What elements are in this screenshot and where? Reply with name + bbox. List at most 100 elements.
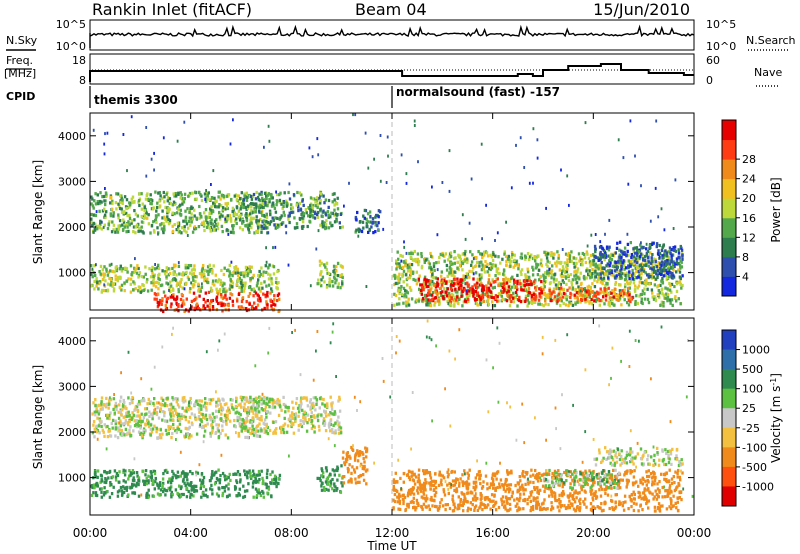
heatmap-cell bbox=[399, 254, 402, 258]
heatmap-cell bbox=[454, 287, 457, 291]
heatmap-cell bbox=[238, 226, 242, 230]
heatmap-cell bbox=[463, 252, 466, 256]
heatmap-cell bbox=[112, 485, 115, 489]
heatmap-cell bbox=[633, 246, 636, 250]
heatmap-cell bbox=[268, 428, 272, 433]
heatmap-cell bbox=[307, 214, 310, 218]
heatmap-cell bbox=[200, 412, 203, 416]
heatmap-cell bbox=[407, 297, 410, 301]
heatmap-cell bbox=[255, 410, 259, 414]
heatmap-cell bbox=[278, 200, 282, 204]
heatmap-cell bbox=[625, 266, 628, 270]
heatmap-cell bbox=[619, 259, 622, 263]
heatmap-cell bbox=[322, 194, 325, 198]
heatmap-cell bbox=[552, 277, 556, 281]
heatmap-cell bbox=[124, 480, 127, 484]
heatmap-cell bbox=[324, 198, 327, 202]
heatmap-cell bbox=[671, 266, 675, 270]
heatmap-cell bbox=[259, 396, 262, 400]
heatmap-cell bbox=[264, 203, 267, 207]
heatmap-cell bbox=[664, 264, 668, 268]
heatmap-cell bbox=[119, 194, 122, 198]
heatmap-cell bbox=[326, 271, 329, 275]
heatmap-cell bbox=[109, 434, 113, 438]
heatmap-cell bbox=[434, 276, 438, 280]
heatmap-cell bbox=[211, 210, 215, 214]
heatmap-cell bbox=[267, 400, 271, 404]
heatmap-cell bbox=[626, 301, 629, 305]
heatmap-cell bbox=[254, 291, 258, 295]
heatmap-cell bbox=[227, 303, 230, 308]
heatmap-cell bbox=[309, 398, 312, 402]
heatmap-cell bbox=[280, 408, 283, 412]
heatmap-cell bbox=[624, 277, 628, 281]
heatmap-cell bbox=[245, 399, 249, 403]
heatmap-cell bbox=[658, 252, 662, 256]
heatmap-cell bbox=[570, 259, 573, 263]
heatmap-cell bbox=[298, 201, 302, 205]
heatmap-cell bbox=[592, 263, 595, 267]
heatmap-cell bbox=[518, 279, 521, 283]
heatmap-cell bbox=[123, 401, 126, 405]
heatmap-cell bbox=[173, 297, 176, 301]
heatmap-cell bbox=[301, 199, 304, 203]
heatmap-cell bbox=[484, 260, 487, 264]
heatmap-cell bbox=[245, 417, 248, 421]
heatmap-cell bbox=[604, 284, 607, 288]
heatmap-cell bbox=[114, 421, 117, 426]
heatmap-cell bbox=[151, 417, 154, 421]
heatmap-cell bbox=[154, 267, 157, 271]
heatmap-cell bbox=[274, 478, 277, 482]
heatmap-cell bbox=[275, 203, 278, 207]
heatmap-cell bbox=[480, 268, 484, 272]
heatmap-cell bbox=[584, 300, 587, 304]
heatmap-cell bbox=[633, 259, 637, 263]
heatmap-cell bbox=[282, 431, 286, 435]
heatmap-cell bbox=[599, 287, 602, 291]
heatmap-cell bbox=[174, 474, 177, 478]
heatmap-cell bbox=[176, 415, 180, 419]
heatmap-cell bbox=[262, 226, 266, 230]
heatmap-cell bbox=[310, 426, 314, 431]
heatmap-cell bbox=[187, 309, 190, 313]
heatmap-cell bbox=[178, 230, 181, 234]
heatmap-cell bbox=[152, 494, 155, 498]
heatmap-cell bbox=[406, 291, 409, 295]
heatmap-cell bbox=[273, 206, 277, 210]
heatmap-cell bbox=[628, 293, 631, 297]
heatmap-cell bbox=[208, 211, 211, 215]
heatmap-cell bbox=[611, 298, 614, 302]
heatmap-cell bbox=[262, 205, 265, 209]
heatmap-cell bbox=[185, 475, 188, 479]
heatmap-cell bbox=[228, 287, 231, 291]
heatmap-cell bbox=[219, 213, 223, 217]
heatmap-cell bbox=[662, 301, 665, 305]
heatmap-cell bbox=[539, 262, 543, 266]
heatmap-cell bbox=[325, 414, 328, 418]
heatmap-cell bbox=[257, 473, 260, 477]
heatmap-cell bbox=[615, 294, 618, 298]
heatmap-cell bbox=[659, 262, 662, 266]
heatmap-cell bbox=[183, 225, 186, 229]
heatmap-cell bbox=[447, 301, 450, 306]
heatmap-cell bbox=[153, 273, 156, 277]
heatmap-cell bbox=[171, 478, 174, 482]
heatmap-cell bbox=[206, 265, 210, 269]
heatmap-cell bbox=[222, 194, 226, 199]
heatmap-cell bbox=[431, 185, 433, 189]
heatmap-cell bbox=[409, 255, 413, 259]
heatmap-cell bbox=[199, 212, 202, 216]
heatmap-cell bbox=[319, 201, 322, 205]
heatmap-cell bbox=[572, 261, 576, 265]
heatmap-cell bbox=[143, 209, 147, 213]
heatmap-cell bbox=[600, 299, 604, 303]
heatmap-cell bbox=[239, 207, 242, 211]
heatmap-cell bbox=[661, 254, 664, 258]
heatmap-cell bbox=[261, 196, 264, 200]
heatmap-cell bbox=[216, 403, 219, 407]
heatmap-cell bbox=[640, 245, 643, 249]
heatmap-cell bbox=[659, 283, 662, 287]
heatmap-cell bbox=[217, 435, 221, 439]
heatmap-cell bbox=[247, 271, 250, 275]
heatmap-cell bbox=[274, 226, 277, 230]
